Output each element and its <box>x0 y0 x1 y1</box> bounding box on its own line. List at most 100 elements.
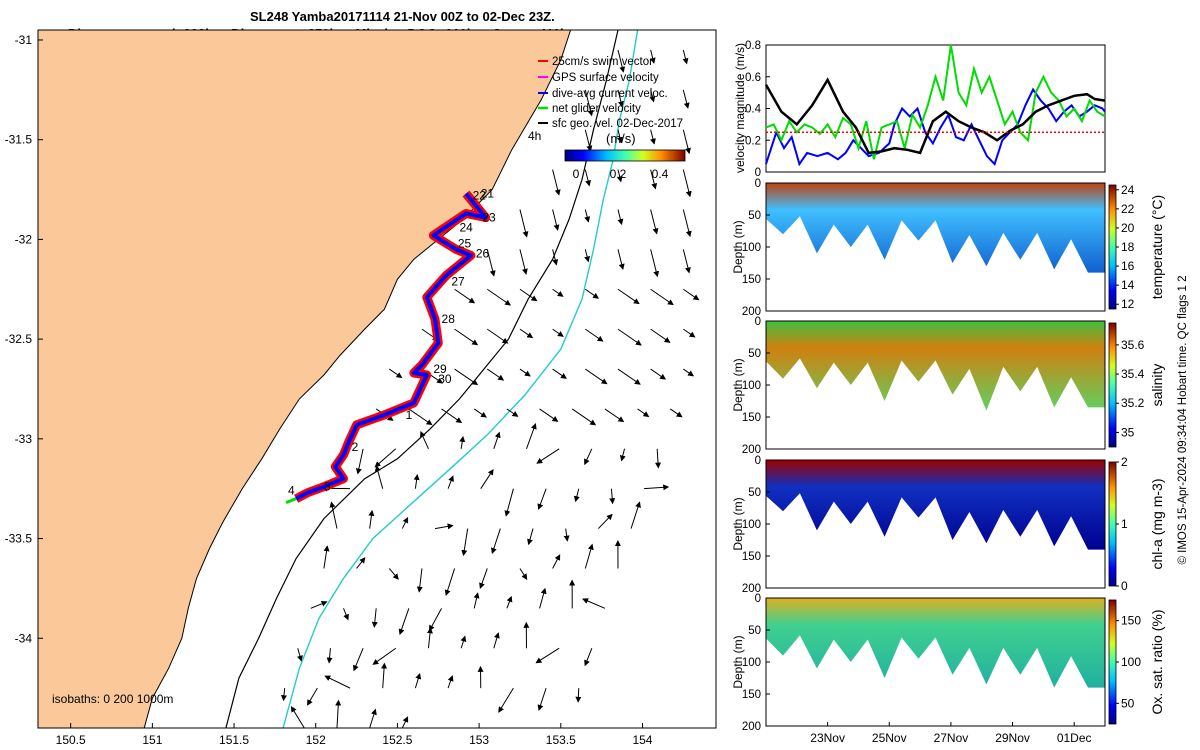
velocity-arrow <box>427 627 433 649</box>
depth-tick-label: 0 <box>755 316 761 328</box>
x-tick-label: 153 <box>469 733 489 747</box>
velocity-arrow <box>535 647 560 664</box>
velocity-arrow <box>454 368 479 386</box>
velocity-arrow <box>683 368 695 377</box>
velocity-arrow <box>473 408 487 418</box>
chlorophyll-y-label: Depth (m) <box>731 497 745 550</box>
velocity-arrow <box>537 687 547 711</box>
depth-tick-label: 200 <box>742 306 761 318</box>
legend-net-label: net glider velocity <box>552 103 641 115</box>
velocity-arrow <box>486 368 505 381</box>
y-tick-label: -32 <box>15 232 33 246</box>
velocity-arrow <box>371 608 378 628</box>
velocity-arrow <box>650 328 671 343</box>
salinity-y-label: Depth (m) <box>731 358 745 411</box>
velocity-arrow <box>454 288 476 304</box>
velocity-arrow <box>479 568 488 590</box>
heatmap-field <box>766 183 1105 273</box>
velocity-arrow <box>584 448 593 466</box>
velocity-arrow <box>527 528 534 546</box>
velocity-arrow <box>493 632 500 649</box>
velocity-arrow <box>644 484 670 491</box>
velocity-arrow <box>585 368 608 385</box>
velocity-y-label: velocity magnitude (m/s) <box>733 43 747 173</box>
velocity-arrow <box>491 528 501 555</box>
chlorophyll-colorbar-label: chl-a (mg m-3) <box>1149 478 1165 569</box>
time-tick-label: 27Nov <box>934 731 969 745</box>
velocity-arrow <box>585 328 604 342</box>
colorbar-tick-label: 20 <box>1121 221 1135 235</box>
temperature-colorbar-label: temperature (°C) <box>1149 195 1165 299</box>
velocity-arrow <box>584 129 593 152</box>
velocity-arrow <box>575 688 582 703</box>
velocity-arrow <box>297 648 303 662</box>
oxygen-y-label: Depth (m) <box>731 635 745 688</box>
velocity-arrow <box>584 89 594 117</box>
velocity-arrow <box>650 249 660 278</box>
velocity-arrow <box>467 727 468 728</box>
colorbar-tick-label: 24 <box>1121 183 1135 197</box>
speed-colorbar <box>564 149 686 162</box>
x-tick-label: 152.5 <box>382 733 412 747</box>
velocity-arrow <box>447 675 454 689</box>
depth-tick-label: 100 <box>742 519 761 531</box>
velocity-arrow <box>616 169 623 183</box>
velocity-arrow <box>381 662 388 689</box>
velocity-arrow <box>441 408 463 424</box>
velocity-arrow <box>310 600 328 609</box>
velocity-arrow <box>682 249 691 274</box>
legend-swim-label: 25cm/s swim vector <box>552 56 653 68</box>
day-label: 1 <box>406 408 413 422</box>
velocity-arrow <box>584 169 591 187</box>
velocity-arrow <box>682 89 690 109</box>
velocity-tick-label: 0.6 <box>745 72 761 84</box>
velocity-arrow <box>353 648 364 672</box>
velocity-arrow <box>486 288 512 306</box>
heatmap-colorbar <box>1108 184 1117 310</box>
time-tick-label: 23Nov <box>810 731 845 745</box>
velocity-arrow <box>649 89 656 103</box>
velocity-arrow <box>519 368 531 377</box>
velocity-arrow <box>617 249 625 270</box>
velocity-arrow <box>506 408 519 417</box>
depth-tick-label: 0 <box>755 455 761 467</box>
day-label: 30 <box>438 372 452 386</box>
map-legend: 25cm/s swim vector GPS surface velocity … <box>538 56 683 130</box>
velocity-series <box>764 44 1106 167</box>
velocity-arrow <box>270 727 272 728</box>
colorbar-tick-label: 100 <box>1121 655 1141 669</box>
isobath-200m <box>225 30 619 728</box>
velocity-arrow <box>401 716 409 728</box>
x-tick-label: 154 <box>632 733 652 747</box>
velocity-arrow <box>369 708 377 728</box>
isobath-1000m <box>282 30 639 728</box>
velocity-arrow <box>552 554 561 569</box>
y-tick-label: -33 <box>15 432 33 446</box>
velocity-arrow <box>374 465 384 489</box>
depth-tick-label: 200 <box>742 444 761 456</box>
velocity-arrow <box>473 592 480 609</box>
map-frame <box>37 29 717 729</box>
velocity-arrow <box>604 408 625 423</box>
day-label: 26 <box>476 246 490 260</box>
velocity-arrow <box>434 727 435 728</box>
depth-tick-label: 0 <box>755 593 761 605</box>
velocity-arrow <box>617 209 624 226</box>
heatmap-field <box>766 460 1105 550</box>
day-label: 25 <box>458 236 472 250</box>
colorbar-tick-label: 0.4 <box>652 167 669 181</box>
colorbar-tick-label: 2 <box>1121 455 1128 469</box>
velocity-plot-area <box>765 44 1106 173</box>
velocity-arrow <box>306 687 318 706</box>
velocity-arrow <box>355 448 364 475</box>
depth-tick-label: 0 <box>755 178 761 190</box>
velocity-arrow <box>584 648 593 667</box>
speed-colorbar-ticks: 0 0.2 0.4 <box>573 167 669 181</box>
velocity-arrow <box>682 169 692 198</box>
colorbar-tick-label: 1 <box>1121 517 1128 531</box>
velocity-arrow <box>519 328 534 339</box>
velocity-arrow <box>682 129 691 155</box>
velocity-arrow <box>682 49 689 65</box>
velocity-arrow <box>650 209 659 235</box>
